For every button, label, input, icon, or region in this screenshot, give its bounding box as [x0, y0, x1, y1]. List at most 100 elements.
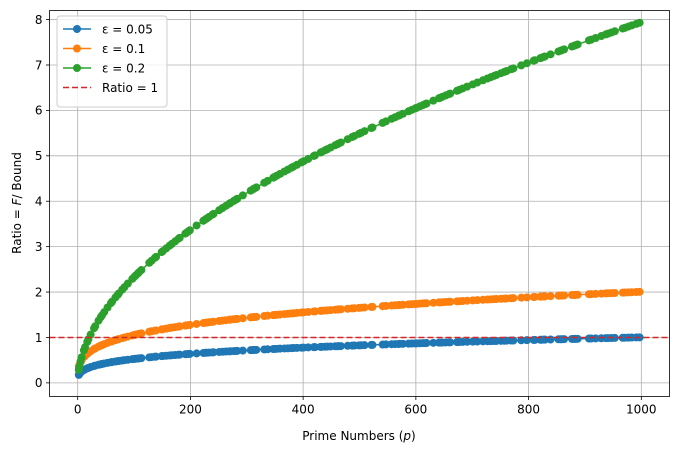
data-point [560, 291, 569, 300]
y-tick-label: 1 [35, 331, 43, 345]
data-point [591, 334, 600, 343]
data-point [252, 345, 261, 354]
data-point [446, 89, 455, 98]
data-point [77, 353, 86, 362]
x-ticks: 0 200 400 600 800 1000 [74, 396, 657, 417]
y-ticks: 0 1 2 3 4 5 6 7 8 [35, 13, 50, 390]
data-point [175, 233, 184, 242]
legend-marker [73, 44, 81, 53]
data-point [446, 338, 455, 347]
data-point [185, 349, 194, 358]
data-point [429, 338, 438, 347]
data-point [546, 335, 555, 344]
data-point [368, 302, 377, 311]
x-axis-label: Prime Numbers (p) [302, 429, 415, 443]
data-point [446, 297, 455, 306]
y-tick-label: 6 [35, 104, 43, 118]
data-point [192, 221, 201, 230]
data-point [610, 27, 619, 36]
data-point [238, 346, 247, 355]
data-point [360, 127, 369, 136]
data-point [336, 138, 345, 147]
plot-frame [49, 10, 670, 397]
data-point [336, 305, 345, 314]
data-point [509, 294, 518, 303]
data-point [635, 18, 644, 27]
data-point [360, 303, 369, 312]
data-point [540, 292, 549, 301]
data-point [137, 329, 146, 338]
data-point [573, 290, 582, 299]
legend-label: ε = 0.05 [102, 22, 153, 36]
data-point [398, 339, 407, 348]
data-point [336, 342, 345, 351]
data-point [381, 340, 390, 349]
x-tick-label: 400 [292, 403, 315, 417]
y-tick-label: 5 [35, 149, 43, 163]
data-point [610, 333, 619, 342]
data-point [473, 296, 482, 305]
x-tick-label: 600 [404, 403, 427, 417]
data-point [209, 209, 218, 218]
data-point [185, 226, 194, 235]
y-tick-label: 3 [35, 240, 43, 254]
data-point [573, 40, 582, 49]
data-point [152, 252, 161, 261]
data-point [591, 289, 600, 298]
legend-marker [73, 25, 81, 33]
data-point [522, 293, 531, 302]
grid [49, 10, 670, 397]
data-point [360, 341, 369, 350]
data-point [463, 337, 472, 346]
data-point [463, 296, 472, 305]
data-point [610, 288, 619, 297]
legend-box [56, 15, 168, 108]
data-point [304, 343, 313, 352]
data-point [185, 320, 194, 329]
data-point [192, 319, 201, 328]
data-point [252, 183, 261, 192]
data-point [546, 50, 555, 59]
data-point [509, 336, 518, 345]
data-point [310, 343, 319, 352]
data-point [368, 123, 377, 132]
data-point [560, 335, 569, 344]
data-point [509, 64, 518, 73]
data-point [238, 314, 247, 323]
data-point [422, 99, 431, 108]
data-point [635, 287, 644, 296]
data-point [368, 340, 377, 349]
data-point [473, 337, 482, 346]
data-point [546, 292, 555, 301]
data-point [522, 59, 531, 68]
data-point [192, 349, 201, 358]
data-point [86, 330, 95, 339]
legend: ε = 0.05 ε = 0.1 ε = 0.2 Ratio = 1 [56, 15, 168, 108]
y-tick-label: 0 [35, 376, 43, 390]
data-point [422, 299, 431, 308]
y-axis-label: Ratio = F/ Bound [10, 152, 24, 254]
data-point [560, 45, 569, 54]
y-tick-label: 4 [35, 195, 43, 209]
data-point [238, 191, 247, 200]
data-point [517, 293, 526, 302]
y-tick-label: 2 [35, 285, 43, 299]
data-point [252, 312, 261, 321]
x-tick-label: 1000 [626, 403, 657, 417]
y-tick-label: 8 [35, 13, 43, 27]
data-point [530, 292, 539, 301]
data-point [517, 336, 526, 345]
data-point [233, 346, 242, 355]
data-point [137, 266, 146, 275]
y-tick-label: 7 [35, 58, 43, 72]
legend-label: ε = 0.2 [102, 61, 145, 75]
x-tick-label: 200 [179, 403, 202, 417]
data-point [137, 354, 146, 363]
data-point [263, 345, 272, 354]
data-point [422, 339, 431, 348]
legend-marker [73, 64, 81, 72]
x-tick-label: 0 [74, 403, 82, 417]
x-tick-label: 800 [517, 403, 540, 417]
legend-label: ε = 0.1 [102, 42, 145, 56]
